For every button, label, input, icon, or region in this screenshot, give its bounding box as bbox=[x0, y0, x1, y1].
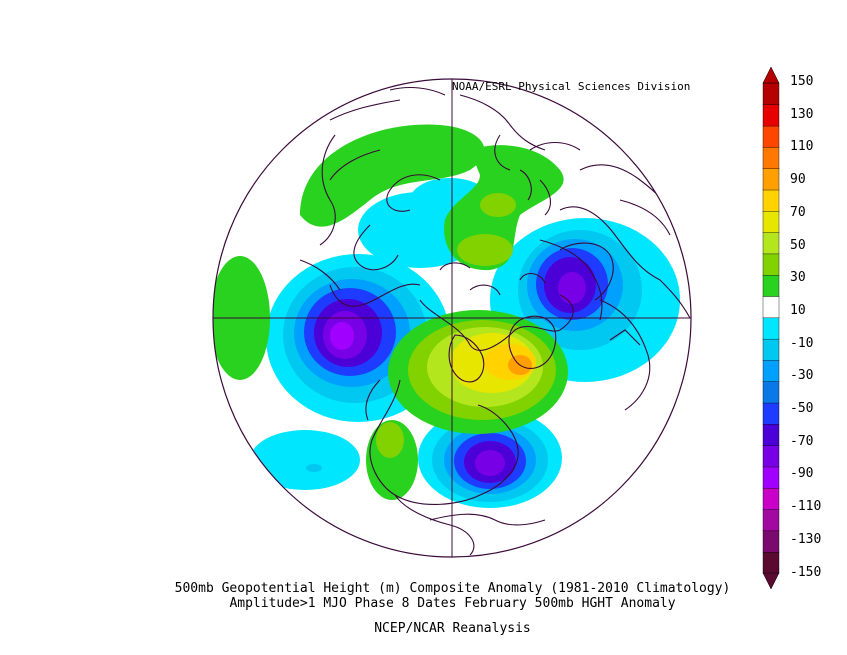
colorbar-swatch bbox=[762, 253, 780, 276]
colorbar-tick-label: -50 bbox=[790, 401, 814, 416]
negative-anomaly-europe bbox=[490, 218, 680, 382]
colorbar-tick-label: 10 bbox=[790, 302, 806, 318]
colorbar-swatch bbox=[762, 338, 780, 361]
source-credit: NOAA/ESRL Physical Sciences Division bbox=[452, 80, 691, 93]
coastlines bbox=[299, 86, 691, 556]
colorbar-tick-label: 90 bbox=[790, 172, 806, 188]
colorbar-swatch bbox=[762, 295, 780, 319]
colorbar-swatch bbox=[762, 210, 780, 233]
positive-anomaly-hudson-bay bbox=[388, 310, 568, 434]
colorbar-swatch bbox=[762, 125, 780, 148]
colorbar-swatch bbox=[762, 82, 780, 106]
positive-anomaly-western-us bbox=[366, 420, 418, 500]
colorbar-tick-label: 30 bbox=[790, 270, 806, 286]
colorbar-tick-label: -150 bbox=[790, 564, 822, 580]
colorbar-tick-label: 130 bbox=[790, 106, 814, 122]
colorbar-swatch bbox=[762, 508, 780, 532]
colorbar-tick-label: -70 bbox=[790, 433, 814, 449]
caption-subtitle: Amplitude>1 MJO Phase 8 Dates February 5… bbox=[229, 596, 676, 611]
colorbar-swatch bbox=[762, 189, 780, 212]
colorbar-swatch bbox=[762, 423, 780, 446]
colorbar-swatch bbox=[762, 317, 780, 340]
colorbar-swatch bbox=[762, 168, 780, 191]
negative-anomaly-central-pacific bbox=[250, 430, 360, 490]
colorbar-swatch bbox=[762, 551, 780, 574]
colorbar-swatch bbox=[762, 381, 780, 404]
colorbar-swatch bbox=[762, 402, 780, 425]
colorbar-swatch bbox=[762, 359, 780, 382]
colorbar-swatch bbox=[762, 231, 780, 255]
colorbar-swatch bbox=[762, 487, 780, 510]
colorbar-swatch bbox=[762, 466, 780, 489]
positive-anomaly-arctic bbox=[444, 145, 564, 271]
negative-anomaly-southeast-us bbox=[418, 408, 562, 508]
colorbar-tick-label: 150 bbox=[790, 74, 814, 89]
colorbar-swatch bbox=[762, 444, 780, 468]
colorbar-tick-label: -10 bbox=[790, 335, 814, 351]
map-frame bbox=[212, 78, 692, 558]
colorbar-min-arrow bbox=[762, 572, 780, 590]
positive-anomaly-siberia bbox=[300, 124, 485, 227]
colorbar-swatch bbox=[762, 146, 780, 169]
caption-dataset: NCEP/NCAR Reanalysis bbox=[374, 621, 531, 636]
colorbar-swatch bbox=[762, 530, 780, 553]
colorbar-swatch bbox=[762, 104, 780, 127]
colorbar-tick-label: 110 bbox=[790, 139, 814, 155]
caption-title: 500mb Geopotential Height (m) Composite … bbox=[174, 581, 731, 596]
colorbar-swatch bbox=[762, 274, 780, 297]
anomaly-field bbox=[213, 79, 691, 557]
colorbar-max-arrow bbox=[762, 66, 780, 84]
colorbar-tick-label: -30 bbox=[790, 368, 814, 384]
colorbar-tick-label: -130 bbox=[790, 531, 822, 547]
colorbar-tick-label: 50 bbox=[790, 237, 806, 253]
colorbar bbox=[762, 66, 780, 590]
colorbar-tick-label: -110 bbox=[790, 499, 822, 515]
colorbar-tick-label: -90 bbox=[790, 466, 814, 482]
colorbar-tick-label: 70 bbox=[790, 204, 806, 220]
